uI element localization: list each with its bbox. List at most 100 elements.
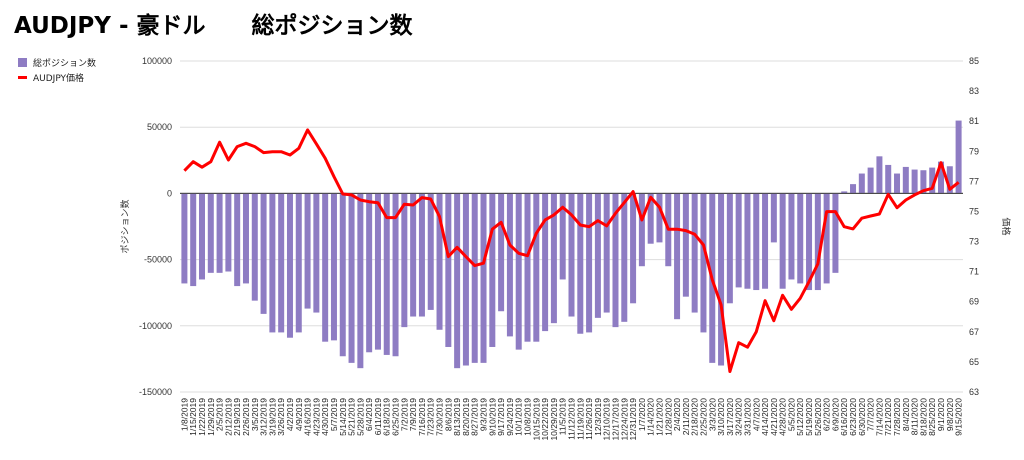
position-bar <box>506 193 513 337</box>
position-bar <box>489 193 496 347</box>
position-bar <box>841 191 848 194</box>
y2-tick-label: 77 <box>969 176 979 186</box>
position-bar <box>920 170 927 194</box>
x-tick-label: 5/5/2020 <box>786 398 796 431</box>
x-tick-label: 1/28/2020 <box>663 398 673 436</box>
x-tick-label: 8/25/2020 <box>927 398 937 436</box>
x-tick-label: 4/9/2019 <box>294 398 304 431</box>
position-bar <box>550 193 557 324</box>
x-tick-label: 8/6/2019 <box>443 398 453 431</box>
x-tick-label: 3/10/2020 <box>716 398 726 436</box>
position-bar <box>304 193 311 309</box>
position-bar <box>401 193 408 328</box>
position-bar <box>938 161 945 194</box>
position-bar <box>357 193 364 369</box>
position-bar <box>260 193 267 314</box>
position-bar <box>867 167 874 194</box>
position-bar <box>242 193 249 284</box>
x-tick-label: 1/22/2019 <box>197 398 207 436</box>
x-tick-label: 5/26/2020 <box>813 398 823 436</box>
position-bar <box>656 193 663 243</box>
y2-tick-label: 67 <box>969 327 979 337</box>
position-bar <box>621 193 628 322</box>
x-tick-label: 5/21/2019 <box>347 398 357 436</box>
position-bar <box>577 193 584 334</box>
x-tick-label: 7/7/2020 <box>866 398 876 431</box>
x-tick-label: 6/4/2019 <box>364 398 374 431</box>
position-bar <box>295 193 302 333</box>
x-tick-label: 2/11/2020 <box>681 398 691 435</box>
position-bar <box>322 193 329 342</box>
position-bar <box>726 193 733 304</box>
position-bar <box>762 193 769 289</box>
legend-item-positions[interactable]: 総ポジション数 <box>18 55 96 70</box>
y-tick-label: 100000 <box>142 56 172 66</box>
x-tick-label: 6/25/2019 <box>391 398 401 436</box>
x-tick-label: 2/19/2019 <box>232 398 242 436</box>
x-tick-label: 12/24/2019 <box>619 398 629 441</box>
position-bar <box>744 193 751 289</box>
position-bar <box>445 193 452 347</box>
y2-tick-label: 75 <box>969 206 979 216</box>
position-bar <box>498 193 505 312</box>
position-bar <box>418 193 425 317</box>
x-tick-label: 9/1/2020 <box>936 398 946 431</box>
position-bar <box>894 173 901 194</box>
position-bar <box>225 193 232 272</box>
x-tick-label: 7/16/2019 <box>417 398 427 436</box>
x-tick-label: 1/29/2019 <box>206 398 216 436</box>
x-tick-label: 3/12/2019 <box>259 398 269 436</box>
position-bar <box>410 193 417 317</box>
position-bar <box>902 166 909 194</box>
position-bar <box>515 193 522 350</box>
x-tick-label: 3/17/2020 <box>725 398 735 436</box>
x-tick-label: 7/30/2019 <box>435 398 445 436</box>
y2-tick-label: 73 <box>969 237 979 247</box>
position-bar <box>770 193 777 243</box>
position-bar <box>638 193 645 267</box>
x-tick-label: 7/28/2020 <box>892 398 902 436</box>
y2-tick-label: 69 <box>969 297 979 307</box>
x-tick-label: 6/2/2020 <box>822 398 832 431</box>
x-tick-label: 2/5/2019 <box>215 398 225 431</box>
x-tick-label: 3/19/2019 <box>267 398 277 436</box>
legend-item-price[interactable]: AUDJPY価格 <box>18 70 96 85</box>
x-tick-label: 6/11/2019 <box>373 398 383 435</box>
x-tick-label: 8/4/2020 <box>901 398 911 431</box>
position-bar <box>885 164 892 194</box>
position-bar <box>278 193 285 333</box>
x-tick-label: 7/23/2019 <box>426 398 436 436</box>
x-tick-label: 5/7/2019 <box>329 398 339 431</box>
x-tick-label: 8/11/2020 <box>910 398 920 435</box>
position-bar <box>190 193 197 287</box>
x-tick-label: 6/9/2020 <box>830 398 840 431</box>
x-tick-label: 7/14/2020 <box>874 398 884 436</box>
x-tick-label: 6/16/2020 <box>839 398 849 436</box>
position-bar <box>330 193 337 341</box>
y2-tick-label: 71 <box>969 267 979 277</box>
x-tick-label: 10/15/2019 <box>531 398 541 441</box>
position-bar <box>814 193 821 291</box>
position-bar <box>594 193 601 318</box>
x-tick-label: 10/22/2019 <box>540 398 550 441</box>
x-tick-label: 4/2/2019 <box>285 398 295 431</box>
position-bar <box>674 193 681 320</box>
position-bar <box>181 193 188 284</box>
x-tick-label: 4/16/2019 <box>303 398 313 436</box>
y-axis-title: ポジション数 <box>119 199 130 253</box>
x-tick-label: 7/2/2019 <box>399 398 409 431</box>
position-bar <box>700 193 707 333</box>
x-tick-label: 8/18/2020 <box>918 398 928 436</box>
chart-title: AUDJPY - 豪ドル 総ポジション数 <box>14 13 413 39</box>
legend-line-swatch <box>18 76 27 79</box>
position-bar <box>806 193 813 291</box>
position-bar <box>603 193 610 313</box>
x-tick-label: 5/14/2019 <box>338 398 348 436</box>
x-tick-label: 11/26/2019 <box>584 398 594 440</box>
x-tick-label: 4/7/2020 <box>751 398 761 431</box>
position-bar <box>427 193 434 310</box>
y2-tick-label: 83 <box>969 86 979 96</box>
position-bar <box>216 193 223 273</box>
position-bar <box>718 193 725 366</box>
